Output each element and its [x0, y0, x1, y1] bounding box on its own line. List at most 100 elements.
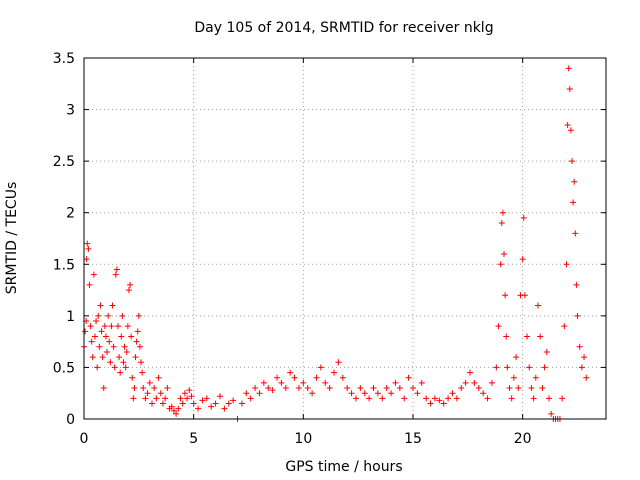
- data-point: [155, 374, 162, 381]
- data-point: [508, 395, 515, 402]
- data-point: [317, 364, 324, 371]
- data-point: [124, 323, 131, 330]
- data-point: [82, 328, 89, 335]
- data-point: [173, 410, 180, 417]
- data-point: [392, 379, 399, 386]
- data-point: [502, 292, 509, 299]
- data-point: [125, 287, 132, 294]
- data-point: [133, 338, 140, 345]
- data-point: [304, 385, 311, 392]
- data-point: [348, 390, 355, 397]
- data-point: [578, 364, 585, 371]
- data-point: [109, 302, 116, 309]
- data-point: [495, 323, 502, 330]
- data-point: [97, 302, 104, 309]
- data-point: [295, 385, 302, 392]
- data-point: [99, 354, 106, 361]
- data-point: [184, 395, 191, 402]
- data-point: [571, 178, 578, 185]
- data-point: [140, 385, 147, 392]
- data-point: [112, 271, 119, 278]
- data-point: [102, 333, 109, 340]
- data-point: [541, 364, 548, 371]
- data-point: [513, 354, 520, 361]
- y-tick-label: 0.5: [53, 360, 75, 376]
- axis-ticks: [83, 57, 606, 420]
- x-tick-label: 0: [80, 431, 89, 447]
- data-point: [96, 343, 103, 350]
- data-point: [177, 395, 184, 402]
- data-point: [144, 390, 151, 397]
- data-point: [104, 348, 111, 355]
- data-point: [510, 374, 517, 381]
- data-point: [188, 393, 195, 400]
- data-point: [291, 374, 298, 381]
- data-point: [199, 397, 206, 404]
- data-point: [146, 379, 153, 386]
- data-point: [216, 393, 223, 400]
- data-point: [94, 364, 101, 371]
- data-point: [230, 397, 237, 404]
- data-point: [106, 338, 113, 345]
- data-point: [471, 379, 478, 386]
- data-point: [331, 369, 338, 376]
- data-point: [501, 250, 508, 257]
- data-point: [436, 397, 443, 404]
- data-point: [449, 390, 456, 397]
- data-point: [569, 158, 576, 165]
- data-point: [567, 127, 574, 134]
- data-point: [100, 385, 107, 392]
- data-point: [561, 323, 568, 330]
- data-point: [313, 374, 320, 381]
- data-point: [119, 312, 126, 319]
- data-point: [113, 266, 120, 273]
- data-point: [243, 390, 250, 397]
- data-point: [497, 261, 504, 268]
- data-point: [181, 390, 188, 397]
- data-point: [504, 364, 511, 371]
- data-point: [480, 390, 487, 397]
- data-point: [132, 354, 139, 361]
- x-axis-label: GPS time / hours: [285, 459, 402, 475]
- data-point: [114, 323, 121, 330]
- data-point: [190, 400, 197, 407]
- data-point: [532, 374, 539, 381]
- x-tick-label: 15: [404, 431, 422, 447]
- data-point: [107, 359, 114, 366]
- data-point: [583, 374, 590, 381]
- data-point: [157, 390, 164, 397]
- data-point: [521, 292, 528, 299]
- data-point: [159, 400, 166, 407]
- data-point: [95, 312, 102, 319]
- data-point: [565, 65, 572, 72]
- data-point: [570, 199, 577, 206]
- data-point: [418, 379, 425, 386]
- data-point: [186, 387, 193, 394]
- data-point: [162, 395, 169, 402]
- data-point: [153, 395, 160, 402]
- data-point: [287, 369, 294, 376]
- data-point: [440, 400, 447, 407]
- data-point: [374, 390, 381, 397]
- data-point: [576, 343, 583, 350]
- grid: [84, 58, 606, 419]
- data-point: [83, 256, 90, 263]
- data-point: [85, 245, 92, 252]
- data-point: [208, 403, 215, 410]
- data-point: [352, 395, 359, 402]
- data-point: [117, 369, 124, 376]
- data-point: [93, 318, 100, 325]
- data-point: [269, 387, 276, 394]
- data-point: [335, 359, 342, 366]
- data-point: [127, 281, 134, 288]
- data-point: [528, 385, 535, 392]
- data-point: [105, 312, 112, 319]
- data-point: [111, 364, 118, 371]
- y-tick-label: 1: [66, 309, 75, 325]
- data-point: [499, 209, 506, 216]
- x-tick-label: 10: [294, 431, 312, 447]
- data-point: [559, 395, 566, 402]
- data-point: [545, 395, 552, 402]
- data-point: [581, 354, 588, 361]
- chart-title: Day 105 of 2014, SRMTID for receiver nkl…: [194, 20, 493, 36]
